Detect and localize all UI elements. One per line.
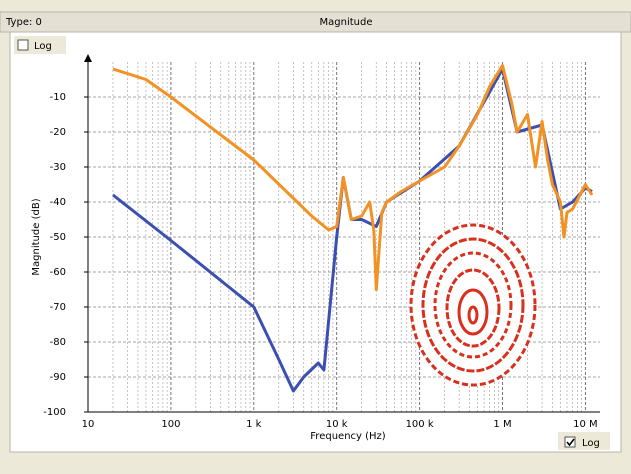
- fingerprint-ridge: [433, 251, 513, 359]
- x-tick-label: 1 M: [493, 419, 511, 430]
- y-tick-label: -10: [50, 92, 66, 103]
- y-log-checkbox[interactable]: [17, 39, 29, 51]
- y-tick-label: -30: [50, 162, 66, 173]
- x-axis-label: Frequency (Hz): [310, 431, 386, 442]
- x-log-control[interactable]: Log: [558, 432, 610, 450]
- y-tick-label: -90: [50, 372, 66, 383]
- y-axis-arrow: [84, 54, 92, 62]
- data-line: [112, 67, 593, 393]
- plot-panel: [9, 31, 622, 453]
- y-tick-label: -20: [50, 127, 66, 138]
- y-tick-label: -70: [50, 302, 66, 313]
- title-bar: [0, 11, 631, 33]
- x-tick-label: 1 k: [246, 419, 262, 430]
- y-tick-label: -80: [50, 337, 66, 348]
- data-line: [112, 64, 594, 291]
- x-log-label: Log: [582, 438, 600, 449]
- x-tick-label: 10 k: [326, 419, 348, 430]
- y-axis-label: Magnitude (dB): [31, 198, 42, 275]
- panel-title: Magnitude: [320, 17, 373, 28]
- x-tick-label: 100: [161, 419, 180, 430]
- y-tick-label: -50: [50, 232, 66, 243]
- x-tick-label: 10 M: [573, 419, 598, 430]
- y-log-label: Log: [34, 41, 52, 52]
- fingerprint-core: [467, 305, 479, 325]
- type-label: Type: 0: [5, 17, 42, 28]
- fingerprint-outline: [409, 223, 537, 387]
- x-tick-label: 100 k: [406, 419, 434, 430]
- checkmark: [566, 438, 575, 447]
- fingerprint-image: [409, 223, 537, 387]
- y-tick-label: -100: [43, 407, 66, 418]
- y-log-control[interactable]: Log: [14, 36, 66, 54]
- fingerprint-ridge: [445, 268, 501, 348]
- fingerprint-ridge: [457, 288, 489, 336]
- fingerprint-ridge: [421, 237, 525, 373]
- x-tick-label: 10: [82, 419, 95, 430]
- x-log-checkbox[interactable]: [564, 436, 576, 448]
- y-tick-label: -40: [50, 197, 66, 208]
- y-tick-label: -60: [50, 267, 66, 278]
